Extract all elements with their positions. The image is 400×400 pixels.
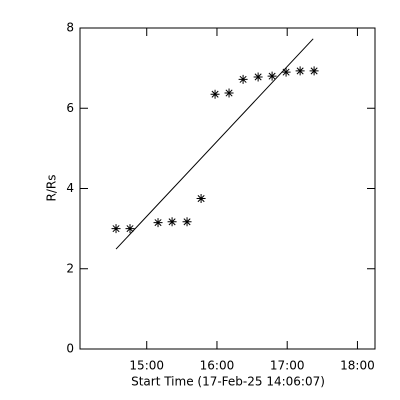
y-tick-label: 8	[66, 21, 74, 35]
data-point	[111, 224, 121, 234]
data-point	[295, 66, 305, 76]
data-point	[153, 218, 163, 228]
x-tick-label: 18:00	[340, 359, 375, 373]
data-point	[253, 72, 263, 82]
y-tick-label: 0	[66, 342, 74, 356]
data-point	[182, 217, 192, 227]
data-point	[125, 224, 135, 234]
x-tick-label: 17:00	[270, 359, 305, 373]
x-tick-label: 16:00	[200, 359, 235, 373]
x-axis-label: Start Time (17-Feb-25 14:06:07)	[131, 375, 325, 389]
data-point	[267, 71, 277, 81]
plot-frame	[79, 27, 376, 350]
fit-line	[115, 38, 314, 250]
data-point	[309, 66, 319, 76]
x-tick-label: 15:00	[129, 359, 164, 373]
data-point	[167, 217, 177, 227]
data-point	[224, 88, 234, 98]
y-tick-label: 4	[66, 181, 74, 195]
data-point	[238, 74, 248, 84]
y-tick-label: 6	[66, 101, 74, 115]
y-tick-label: 2	[66, 261, 74, 275]
data-point	[281, 67, 291, 77]
y-axis-label: R/Rs	[45, 175, 59, 202]
data-point	[210, 89, 220, 99]
data-point	[196, 194, 206, 204]
